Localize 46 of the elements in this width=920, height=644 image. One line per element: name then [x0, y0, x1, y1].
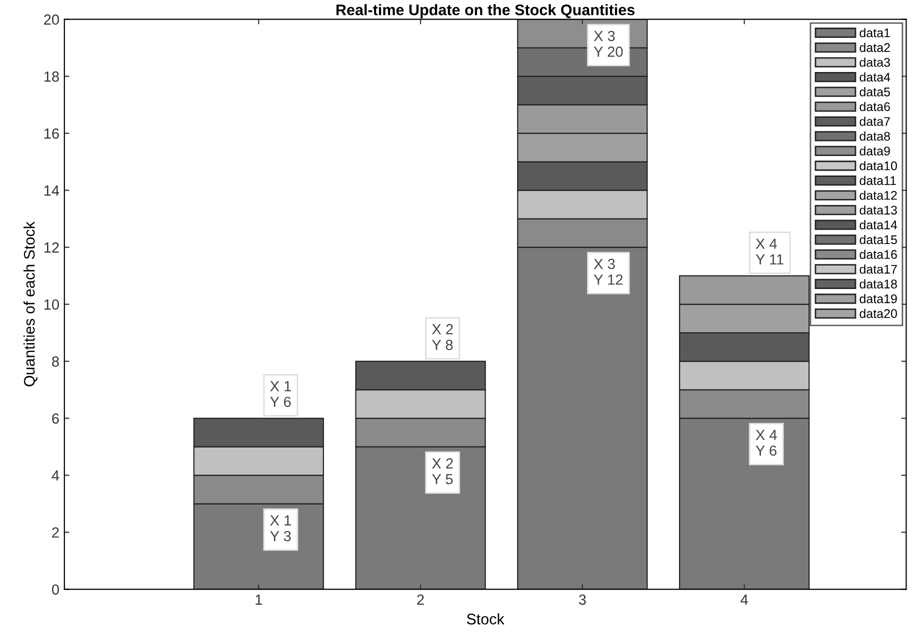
legend-label: data19	[860, 294, 897, 304]
legend-label: data1	[860, 28, 890, 38]
x-axis-title: Stock	[466, 613, 504, 624]
annotation: X 3 Y 20	[594, 30, 623, 57]
legend-label: data16	[860, 250, 897, 259]
legend-label: data17	[860, 264, 897, 274]
y-tick-label: 4	[52, 470, 60, 481]
y-tick-label: 20	[44, 14, 59, 25]
legend-label: data8	[860, 132, 890, 141]
legend-label: data10	[860, 161, 897, 170]
legend-label: data12	[860, 190, 897, 200]
y-tick-label: 12	[44, 242, 59, 253]
x-tick-label: 3	[578, 594, 586, 605]
y-tick-label: 6	[52, 413, 59, 424]
x-tick-label: 2	[417, 594, 424, 605]
legend-label: data9	[860, 146, 890, 156]
annotation: X 4 Y 6	[756, 430, 777, 456]
y-tick-label: 2	[52, 527, 59, 538]
y-tick-label: 16	[44, 128, 59, 139]
x-tick-label: 1	[256, 594, 262, 605]
legend-label: data11	[860, 176, 896, 186]
legend-label: data14	[860, 220, 898, 230]
y-tick-label: 0	[52, 584, 59, 595]
annotation: X 3 Y 12	[594, 258, 623, 285]
legend-label: data20	[860, 308, 897, 318]
annotation: X 1 Y 3	[270, 515, 291, 542]
legend-label: data7	[860, 116, 890, 126]
y-axis-title: Quantities of each Stock	[24, 221, 38, 386]
y-tick-label: 14	[44, 186, 60, 196]
annotation: X 2 Y 5	[432, 458, 453, 484]
x-tick-label: 4	[740, 594, 748, 605]
y-tick-label: 18	[44, 71, 59, 82]
legend-label: data18	[860, 279, 897, 288]
y-tick-label: 8	[52, 356, 59, 367]
annotation: X 4 Y 11	[756, 238, 784, 264]
annotation: X 1 Y 6	[270, 381, 291, 408]
legend-label: data13	[860, 205, 897, 215]
y-tick-label: 10	[44, 299, 59, 310]
legend-label: data15	[860, 234, 897, 244]
legend-label: data4	[860, 72, 890, 82]
legend-label: data5	[860, 87, 890, 96]
chart-title: Real-time Update on the Stock Quantities	[336, 4, 635, 18]
legend-label: data6	[860, 102, 890, 112]
annotation: X 2 Y 8	[432, 324, 453, 350]
legend-label: data3	[860, 58, 890, 67]
legend-label: data2	[860, 42, 890, 52]
